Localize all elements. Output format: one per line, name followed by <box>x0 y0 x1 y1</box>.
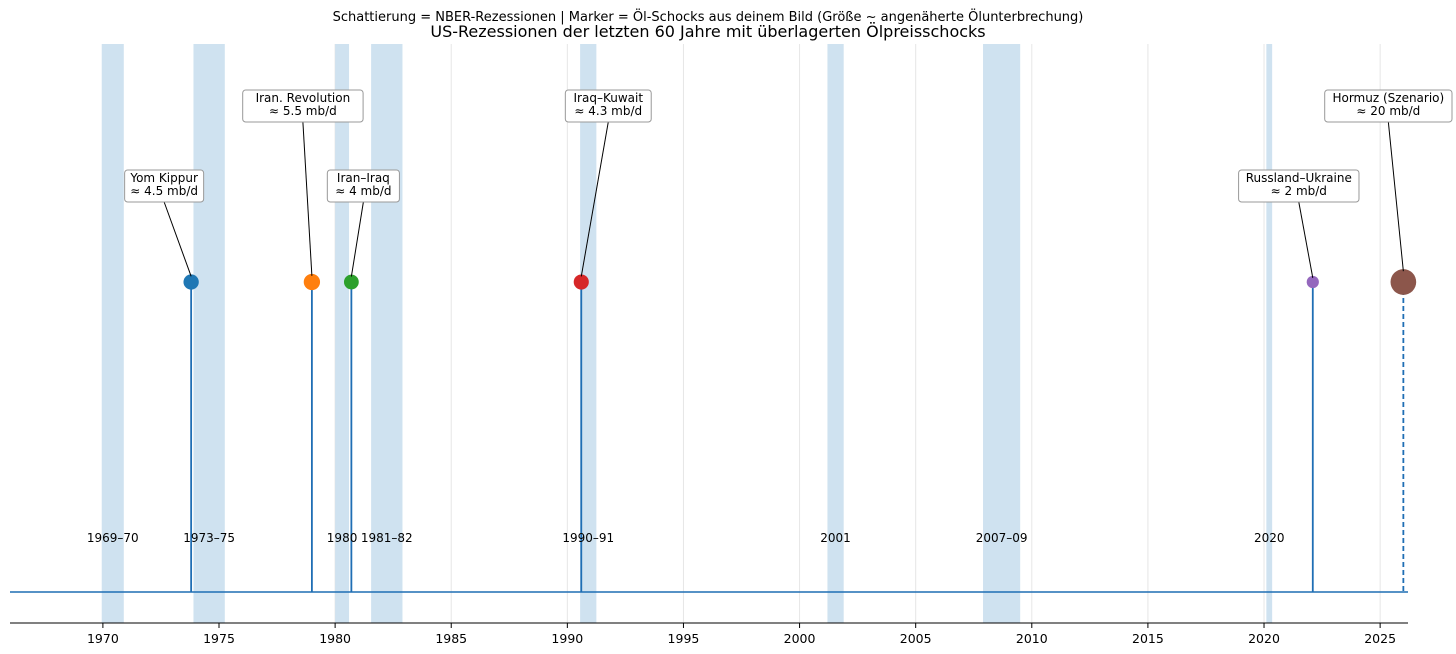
annotation-name: Russland–Ukraine <box>1246 171 1352 185</box>
annotation-name: Iran. Revolution <box>256 91 351 105</box>
x-tick-label: 2025 <box>1364 631 1396 646</box>
recession-label: 1981–82 <box>361 531 413 545</box>
recession-label: 2001 <box>820 531 851 545</box>
recession-labels: 1969–70 1973–75 1980 1981–82 1990–91 2001 2007… <box>87 531 1285 545</box>
x-tick-label: 1975 <box>203 631 235 646</box>
annotation-value: ≈ 5.5 mb/d <box>269 104 337 118</box>
annotation-box <box>242 89 364 123</box>
x-axis-ticks: 1970 1975 1980 1985 1990 1995 2000 2005 2010 2015… <box>87 623 1396 646</box>
x-tick-label: 2005 <box>900 631 932 646</box>
recession-label: 1969–70 <box>87 531 139 545</box>
shock-marker <box>1306 275 1319 289</box>
annotation-box <box>564 89 652 123</box>
annotation-value: ≈ 4.5 mb/d <box>130 184 198 198</box>
annotation-leader <box>1387 121 1404 272</box>
annotation-value: ≈ 20 mb/d <box>1356 104 1420 118</box>
recession-band <box>193 44 225 623</box>
recession-band <box>1266 44 1273 623</box>
shock-marker <box>1390 269 1417 295</box>
x-tick-label: 2010 <box>1016 631 1048 646</box>
annotation-name: Iraq–Kuwait <box>574 91 644 105</box>
recession-band <box>983 44 1021 623</box>
shock-marker <box>183 274 199 290</box>
annotation-name: Iran–Iraq <box>337 171 390 185</box>
annotation-box <box>1238 169 1360 203</box>
recession-label: 1990–91 <box>562 531 614 545</box>
recession-label: 1980 <box>327 531 358 545</box>
recession-label: 2007–09 <box>976 531 1028 545</box>
x-tick-label: 2000 <box>784 631 816 646</box>
annotation-box <box>326 169 400 203</box>
recession-label: 2020 <box>1254 531 1285 545</box>
recession-band <box>371 44 403 623</box>
recession-band <box>580 44 597 623</box>
annotation-box <box>1324 89 1453 123</box>
chart-subtitle: Schattierung = NBER-Rezessionen | Marker… <box>333 8 1084 25</box>
x-tick-label: 1995 <box>668 631 700 646</box>
recession-band <box>827 44 844 623</box>
annotation-leader <box>163 201 192 277</box>
recession-shading <box>101 44 1273 623</box>
shock-annotations: Yom Kippur≈ 4.5 mb/d Iran. Revolution≈ 5.… <box>124 89 1453 278</box>
x-tick-label: 1990 <box>551 631 583 646</box>
shock-marker <box>303 273 321 291</box>
x-tick-label: 2020 <box>1248 631 1280 646</box>
x-tick-label: 1985 <box>435 631 467 646</box>
chart-title: US-Rezessionen der letzten 60 Jahre mit … <box>430 22 985 41</box>
recession-label: 1973–75 <box>183 531 235 545</box>
annotation-leader <box>302 121 313 276</box>
grid-lines <box>102 44 1381 623</box>
x-tick-label: 1980 <box>319 631 351 646</box>
annotation-box <box>124 169 205 203</box>
shock-marker <box>343 274 359 290</box>
annotation-value: ≈ 2 mb/d <box>1271 184 1327 198</box>
annotation-leader <box>350 201 364 277</box>
recession-band <box>101 44 124 623</box>
x-tick-label: 2015 <box>1132 631 1164 646</box>
shock-stems <box>190 282 1405 592</box>
annotation-value: ≈ 4.3 mb/d <box>574 104 642 118</box>
annotation-name: Hormuz (Szenario) <box>1332 91 1444 105</box>
shock-marker <box>573 274 589 290</box>
shock-markers <box>183 269 1417 295</box>
annotation-value: ≈ 4 mb/d <box>335 184 391 198</box>
annotation-leader <box>1298 201 1314 278</box>
annotation-name: Yom Kippur <box>129 171 198 185</box>
annotation-leader <box>580 121 609 277</box>
x-tick-label: 1970 <box>87 631 119 646</box>
